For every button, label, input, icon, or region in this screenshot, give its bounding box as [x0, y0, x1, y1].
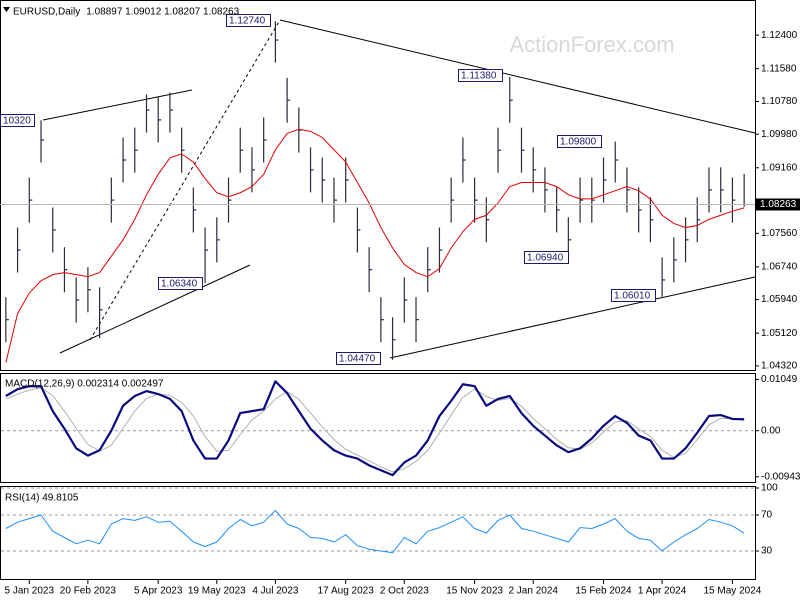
watermark: ActionForex.com — [509, 32, 674, 57]
indicator-line — [5, 380, 745, 477]
y-tick-label: 1.11580 — [761, 63, 797, 74]
price-panel — [0, 0, 756, 371]
panel-subtitle: 1.08897 1.09012 1.08207 1.08263 — [86, 7, 239, 18]
y-tick-label: 1.04320 — [761, 361, 798, 372]
annotation: 1.11380 — [461, 71, 497, 82]
indicator-line — [5, 387, 745, 473]
annotation: 10320 — [3, 116, 31, 127]
y-tick-label: 70 — [761, 510, 773, 521]
annotation-box — [226, 14, 271, 27]
y-tick-label: 1.10780 — [761, 96, 798, 107]
x-tick-label: 17 Aug 2023 — [318, 586, 375, 597]
y-tick-label: 0.01049 — [761, 374, 798, 385]
annotation: 1.12740 — [229, 16, 266, 27]
x-tick-label: 5 Apr 2023 — [134, 586, 183, 597]
y-tick-label: 1.09980 — [761, 129, 798, 140]
annotation-box — [557, 135, 602, 148]
annotation-box — [524, 251, 569, 264]
y-tick-label: 1.12400 — [761, 30, 798, 41]
annotation: 1.09800 — [560, 137, 597, 148]
x-tick-label: 5 Jan 2023 — [5, 586, 55, 597]
last-price-label: 1.08263 — [760, 199, 797, 210]
y-tick-label: 1.05120 — [761, 328, 798, 339]
x-tick-label: 20 Feb 2023 — [60, 586, 117, 597]
trend-line — [279, 19, 756, 134]
y-tick-label: 1.05940 — [761, 294, 798, 305]
trend-line — [89, 19, 281, 341]
x-tick-label: 15 Nov 2023 — [446, 586, 503, 597]
x-tick-label: 15 May 2024 — [704, 586, 762, 597]
annotation: 1.06940 — [527, 253, 564, 264]
y-tick-label: -0.009435 — [761, 471, 800, 482]
indicator-line — [5, 510, 745, 554]
annotation: 1.06010 — [614, 291, 651, 302]
annotation: 1.06340 — [161, 279, 198, 290]
macd-panel — [0, 373, 756, 483]
trend-line — [42, 89, 193, 121]
trend-line — [389, 276, 756, 359]
symbol-menu-icon — [3, 7, 10, 12]
rsi-panel — [0, 486, 756, 580]
y-tick-label: 1.06740 — [761, 261, 798, 272]
x-tick-label: 1 Apr 2024 — [638, 586, 687, 597]
annotation-box — [458, 69, 503, 82]
annotations: 10320 1.12740 1.06340 1.04470 1.11380 1.… — [0, 14, 656, 365]
panel-title: RSI(14) 49.8105 — [5, 493, 79, 504]
panel-title: MACD(12,26,9) 0.002314 0.002497 — [5, 379, 164, 390]
y-tick-label: 1.07560 — [761, 228, 798, 239]
x-tick-label: 4 Jul 2023 — [252, 586, 299, 597]
annotation: 1.04470 — [339, 354, 376, 365]
y-tick-label: 0.00 — [761, 425, 781, 436]
x-tick-label: 19 May 2023 — [188, 586, 246, 597]
trend-line — [59, 264, 251, 354]
annotation-box — [611, 289, 656, 302]
last-price-box — [756, 198, 800, 211]
annotation-box — [0, 114, 35, 127]
moving-average — [5, 128, 745, 363]
y-tick-label: 100 — [761, 483, 778, 494]
x-tick-label: 2 Jan 2024 — [508, 586, 558, 597]
x-tick-label: 15 Feb 2024 — [575, 586, 632, 597]
x-tick-label: 2 Oct 2023 — [380, 586, 429, 597]
y-tick-label: 30 — [761, 546, 773, 557]
annotation-box — [336, 352, 381, 365]
annotation-box — [158, 277, 203, 290]
y-tick-label: 1.09160 — [761, 162, 798, 173]
marks — [0, 21, 755, 554]
panel-title: EURUSD,Daily — [13, 7, 80, 18]
trend-lines — [42, 19, 756, 359]
